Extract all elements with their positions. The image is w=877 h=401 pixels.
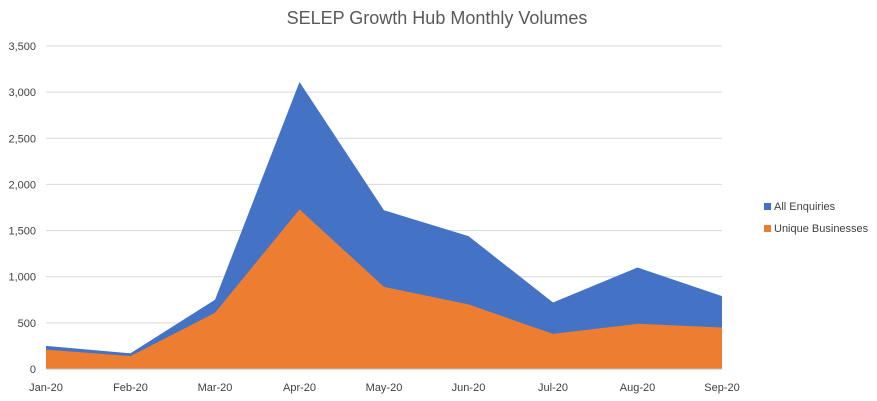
x-tick-label: Jun-20: [452, 382, 486, 394]
x-tick-label: May-20: [366, 382, 403, 394]
x-tick-label: Jul-20: [538, 382, 568, 394]
legend-label-unique-businesses: Unique Businesses: [774, 223, 869, 235]
chart-title: SELEP Growth Hub Monthly Volumes: [287, 8, 588, 28]
x-tick-label: Mar-20: [198, 382, 233, 394]
area-all-enquiries: [46, 81, 722, 370]
x-tick-label: Aug-20: [620, 382, 655, 394]
legend-label-all-enquiries: All Enquiries: [774, 201, 836, 213]
legend-swatch-unique-businesses: [764, 225, 771, 232]
x-tick-label: Feb-20: [113, 382, 148, 394]
x-tick-label: Jan-20: [29, 382, 63, 394]
legend-swatch-all-enquiries: [764, 203, 771, 210]
y-tick-label: 2,000: [8, 179, 36, 191]
y-tick-label: 1,000: [8, 272, 36, 284]
x-tick-label: Sep-20: [704, 382, 739, 394]
x-tick-label: Apr-20: [283, 382, 316, 394]
y-tick-label: 2,500: [8, 133, 36, 145]
y-tick-label: 3,000: [8, 87, 36, 99]
area-series: [46, 81, 722, 370]
y-tick-label: 3,500: [8, 41, 36, 53]
y-tick-label: 0: [30, 364, 36, 376]
y-tick-label: 500: [18, 318, 36, 330]
legend: All Enquiries Unique Businesses: [764, 201, 869, 235]
area-unique-businesses: [46, 209, 722, 369]
axes: 0 500 1,000 1,500 2,000 2,500 3,000 3,500 Jan-20…: [8, 41, 739, 394]
y-tick-label: 1,500: [8, 226, 36, 238]
